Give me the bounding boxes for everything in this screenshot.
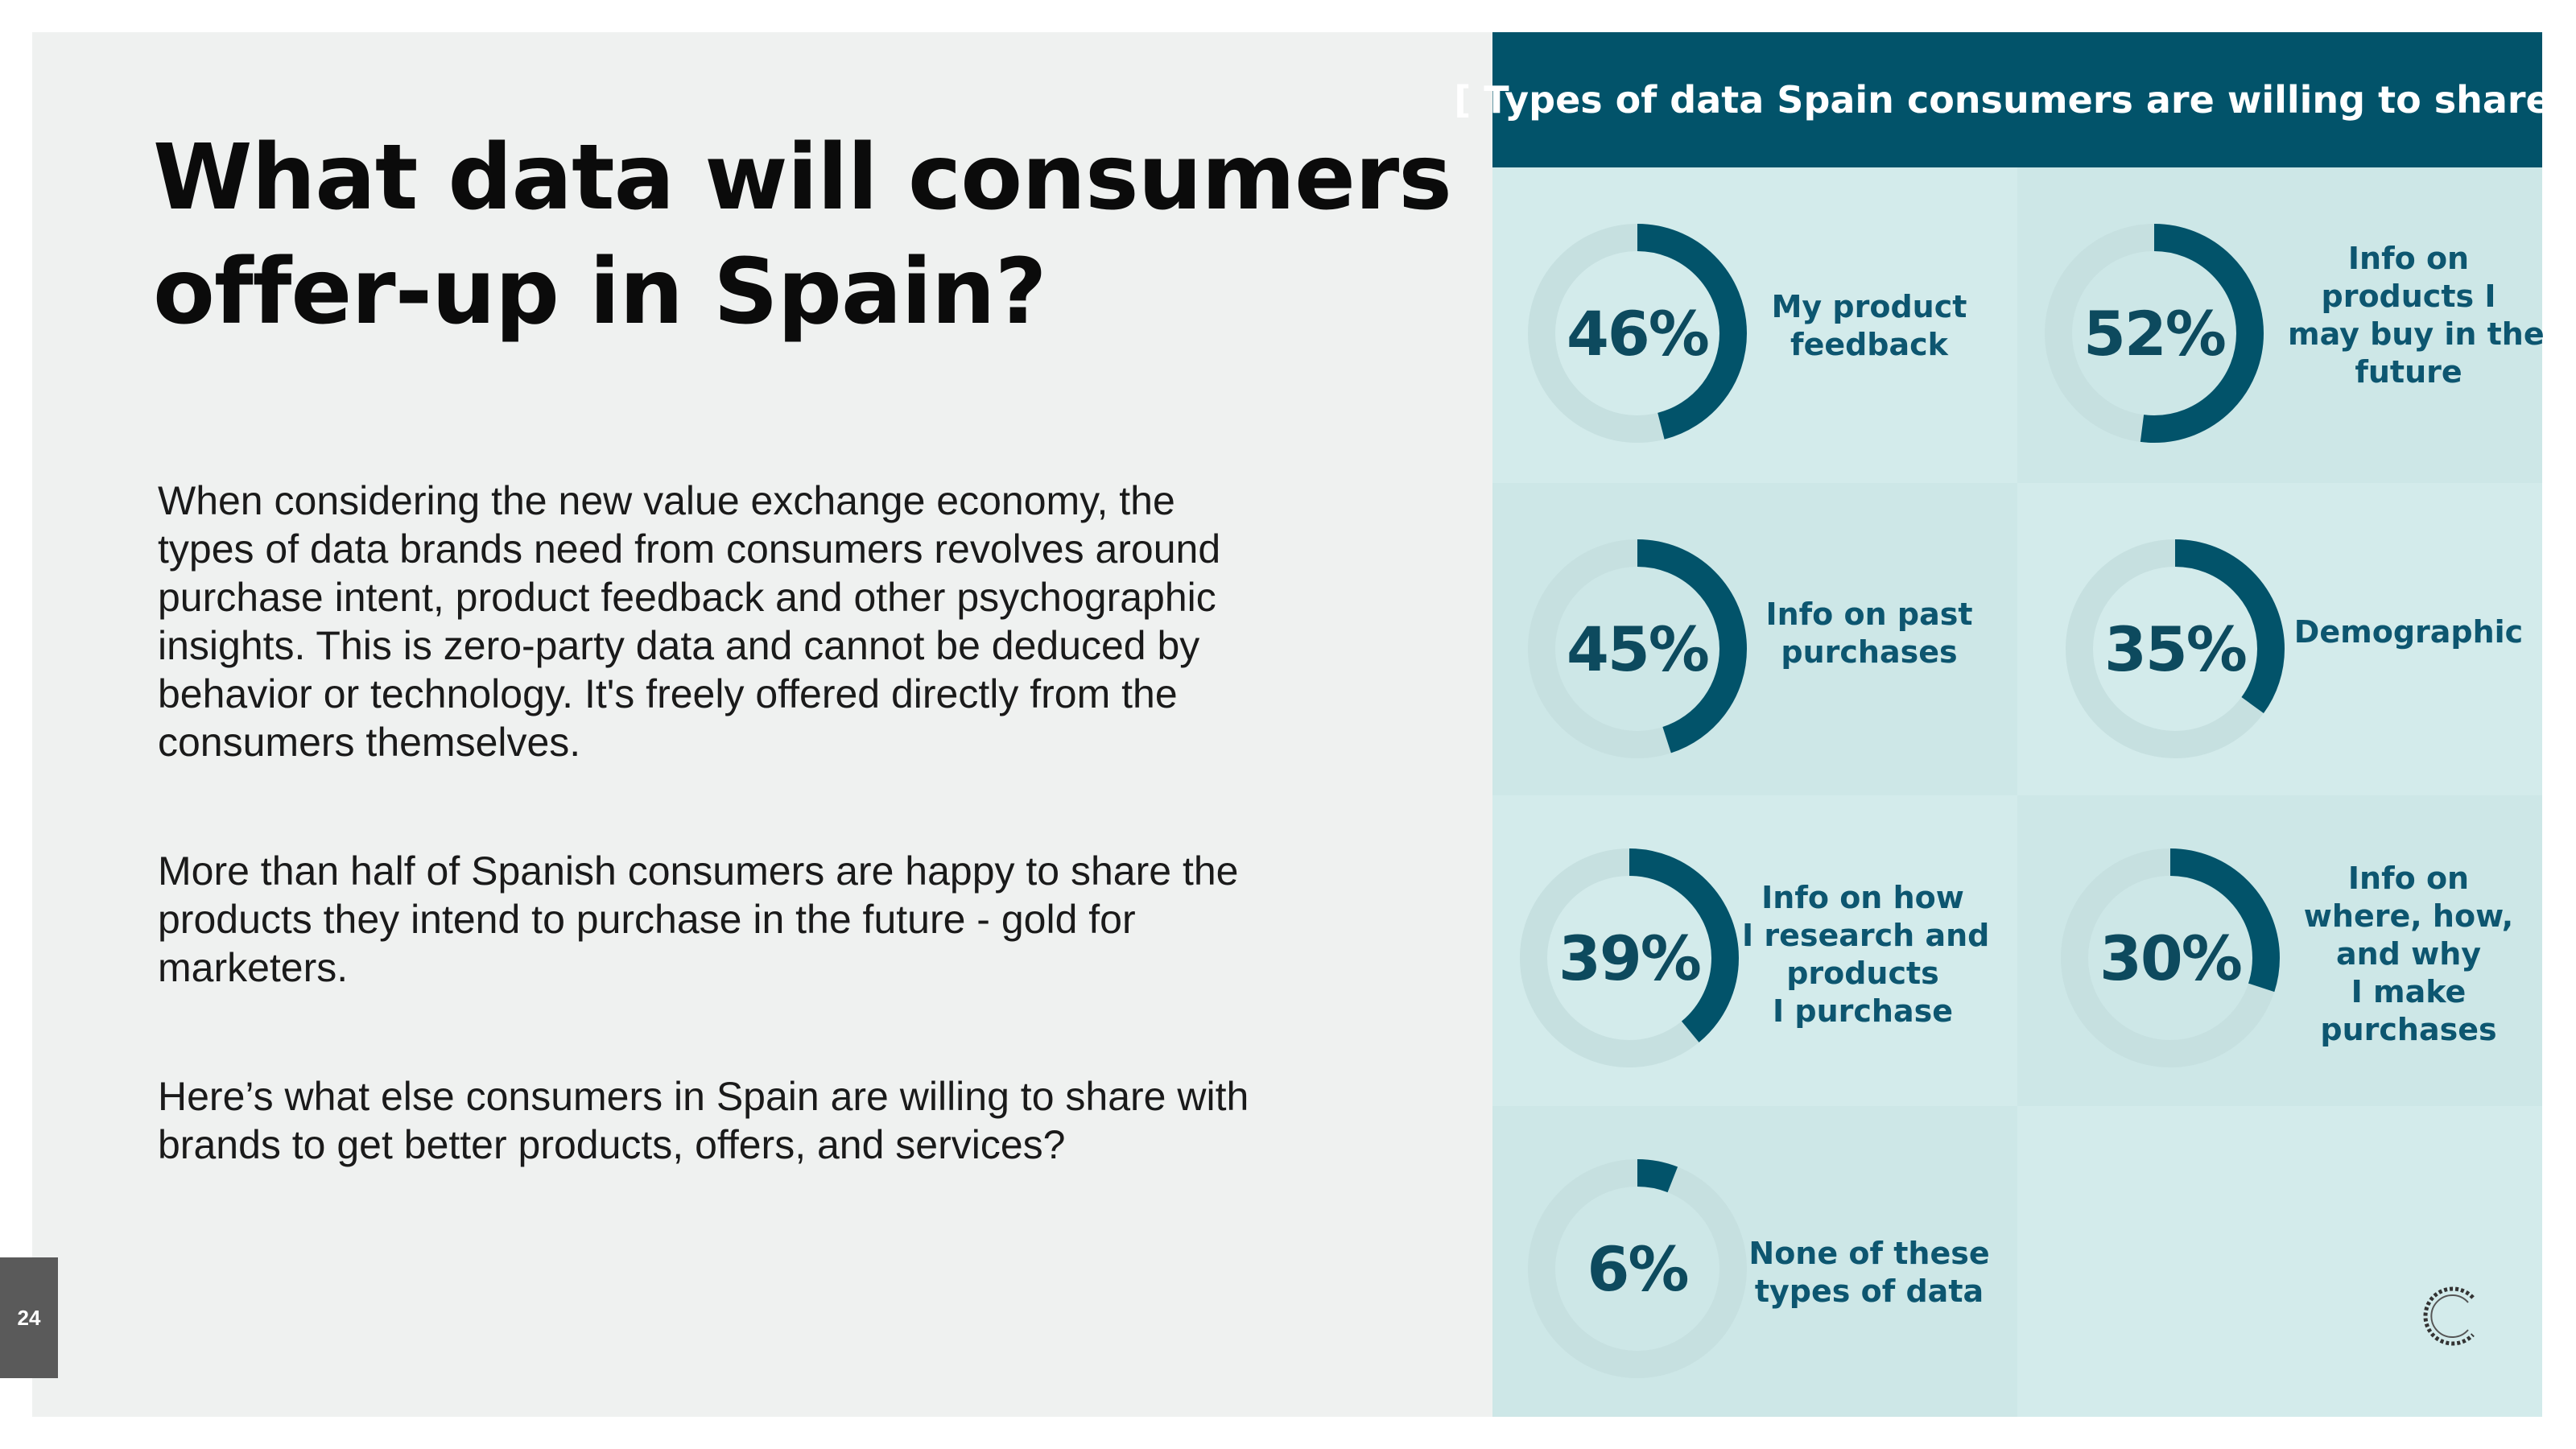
donut-label-line: future bbox=[2355, 354, 2462, 390]
donut-label-line: Info on past bbox=[1765, 597, 1973, 632]
text-line: brands to get better products, offers, a… bbox=[158, 1122, 1066, 1167]
donut-label-line: types of data bbox=[1754, 1274, 1984, 1309]
donut-cell: 46% My product feedback bbox=[1492, 167, 2017, 483]
insight-paragraph: More than half of Spanish consumers are … bbox=[158, 847, 1277, 992]
donut-ring: 39% bbox=[1517, 845, 1742, 1071]
donut-ring: 45% bbox=[1525, 536, 1750, 762]
donut-label-line: and why bbox=[2335, 936, 2482, 972]
donut-label-line: products I bbox=[2321, 279, 2496, 314]
donut-label: Info on how I research and products I purch… bbox=[1742, 879, 1990, 1030]
donut-percentage: 52% bbox=[2083, 297, 2227, 369]
donut-cell: 35% Demographic bbox=[2017, 483, 2542, 795]
brand-logo-icon bbox=[2423, 1286, 2475, 1346]
intro-paragraph: When considering the new value exchange … bbox=[158, 477, 1277, 766]
donut-value-arc bbox=[1520, 848, 1739, 1067]
text-line: More than half of Spanish consumers are … bbox=[158, 848, 1239, 894]
donut-cell: 6% None of these types of data bbox=[1492, 1106, 2017, 1417]
donut-label: Info on past purchases bbox=[1748, 596, 1990, 671]
title-line: offer-up in Spain? bbox=[153, 240, 1047, 345]
donut-value-arc bbox=[1528, 1159, 1747, 1378]
donut-percentage: 46% bbox=[1567, 297, 1710, 369]
donut-label-line: My product bbox=[1771, 289, 1967, 324]
donut-label-line: Info on how bbox=[1761, 880, 1964, 915]
donut-value-arc bbox=[2061, 848, 2280, 1067]
donut-label-line: feedback bbox=[1790, 327, 1948, 362]
donut-cell: 30% Info on where, how, and why I make purcha… bbox=[2017, 795, 2542, 1106]
donut-percentage: 6% bbox=[1587, 1232, 1689, 1305]
donut-value-arc bbox=[1528, 224, 1747, 443]
donut-label-line: where, how, bbox=[2303, 898, 2514, 934]
donut-svg bbox=[1528, 1159, 1747, 1378]
donut-label-line: Demographic bbox=[2293, 614, 2524, 650]
donut-svg bbox=[1528, 224, 1747, 443]
page-number: 24 bbox=[0, 1257, 58, 1378]
donut-label-line: I purchase bbox=[1773, 993, 1953, 1029]
donut-label-line: None of these bbox=[1748, 1236, 1990, 1271]
donut-label: None of these types of data bbox=[1748, 1235, 1990, 1311]
donut-ring: 46% bbox=[1525, 221, 1750, 446]
donut-cell: 45% Info on past purchases bbox=[1492, 483, 2017, 795]
donut-label-line: I make bbox=[2351, 974, 2467, 1009]
text-line: products they intend to purchase in the … bbox=[158, 897, 1136, 942]
donut-label: My product feedback bbox=[1748, 288, 1990, 364]
page-title: What data will consumers offer-up in Spa… bbox=[153, 121, 1452, 349]
text-line: purchase intent, product feedback and ot… bbox=[158, 575, 1216, 620]
donut-ring: 52% bbox=[2041, 221, 2267, 446]
donut-cell bbox=[2017, 1106, 2542, 1417]
donut-value-arc bbox=[2066, 539, 2285, 758]
donut-svg bbox=[1520, 848, 1739, 1067]
donut-cell: 39% Info on how I research and products I pu… bbox=[1492, 795, 2017, 1106]
donut-svg bbox=[2045, 224, 2264, 443]
donut-label-line: Info on bbox=[2347, 861, 2470, 896]
donut-value-arc bbox=[2045, 224, 2264, 443]
donut-percentage: 39% bbox=[1558, 922, 1702, 994]
donut-ring: 30% bbox=[2058, 845, 2283, 1071]
donut-percentage: 30% bbox=[2099, 922, 2243, 994]
donut-svg bbox=[2061, 848, 2280, 1067]
donut-label: Info on where, how, and why I make purchases bbox=[2288, 860, 2529, 1049]
donut-label: Demographic bbox=[2288, 613, 2529, 651]
donut-svg bbox=[1528, 539, 1747, 758]
panel-header: [ Types of data Spain consumers are will… bbox=[1454, 32, 2576, 167]
text-line: When considering the new value exchange … bbox=[158, 478, 1175, 523]
donut-svg bbox=[2066, 539, 2285, 758]
text-line: Here’s what else consumers in Spain are … bbox=[158, 1074, 1249, 1119]
donut-label-line: purchases bbox=[2320, 1012, 2497, 1047]
text-line: types of data brands need from consumers… bbox=[158, 526, 1221, 572]
text-line: marketers. bbox=[158, 945, 349, 990]
closing-paragraph: Here’s what else consumers in Spain are … bbox=[158, 1072, 1277, 1169]
donut-percentage: 35% bbox=[2104, 613, 2248, 685]
donut-label-line: Info on bbox=[2347, 241, 2470, 276]
donut-label-line: products bbox=[1786, 956, 1939, 991]
donut-ring: 6% bbox=[1525, 1156, 1750, 1381]
title-line: What data will consumers bbox=[153, 126, 1452, 230]
donut-percentage: 45% bbox=[1567, 613, 1710, 685]
donut-label-line: purchases bbox=[1781, 634, 1958, 670]
donut-label-line: may buy in the bbox=[2288, 316, 2545, 352]
donut-value-arc bbox=[1528, 539, 1747, 758]
donut-ring: 35% bbox=[2062, 536, 2288, 762]
text-line: insights. This is zero-party data and ca… bbox=[158, 623, 1200, 668]
text-line: behavior or technology. It's freely offe… bbox=[158, 671, 1178, 716]
text-line: consumers themselves. bbox=[158, 720, 581, 765]
donut-label-line: I research and bbox=[1742, 918, 1990, 953]
left-content-area bbox=[32, 32, 1492, 1417]
